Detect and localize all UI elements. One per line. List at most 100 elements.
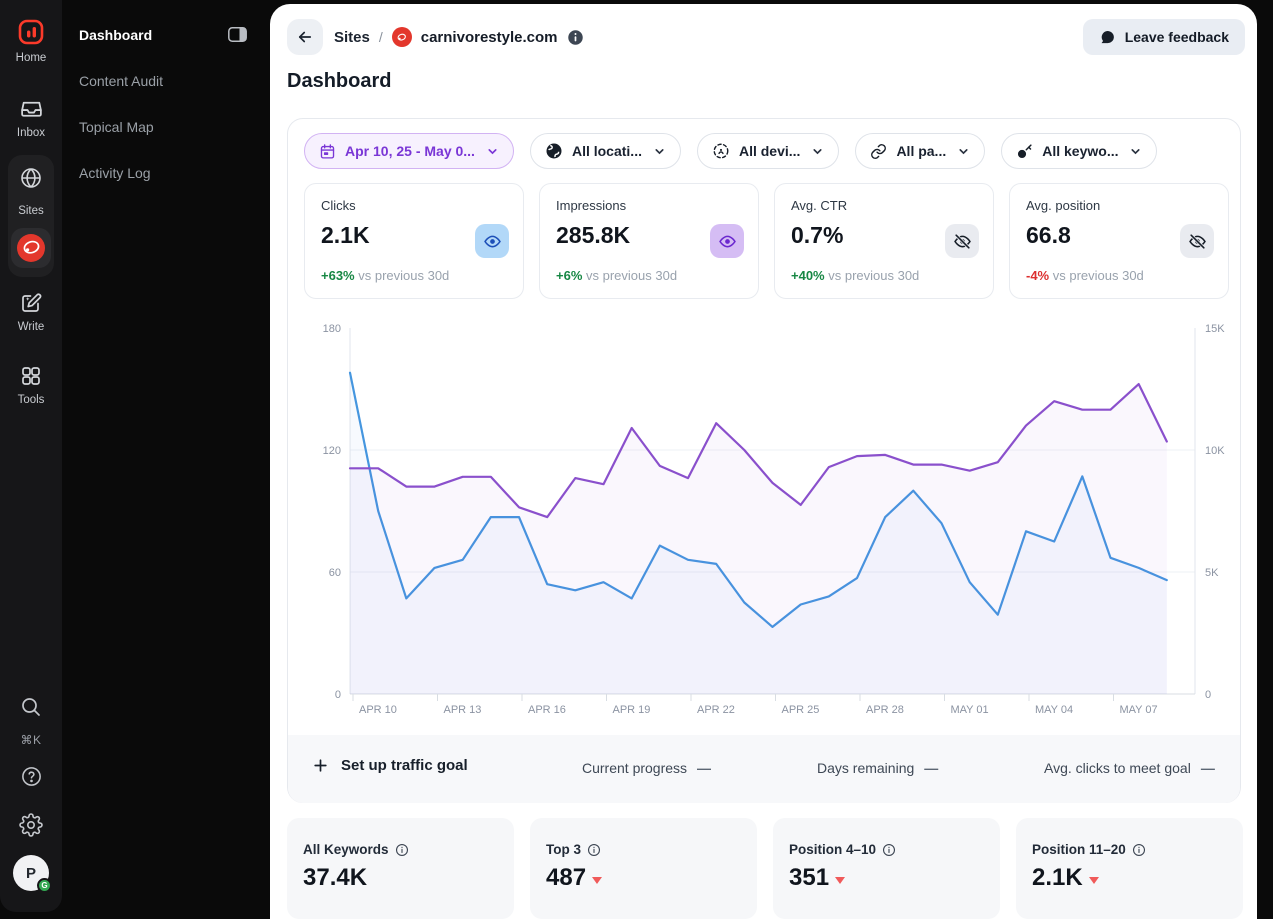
- breadcrumb-separator: /: [378, 29, 383, 45]
- svg-text:APR 22: APR 22: [697, 704, 735, 716]
- svg-text:15K: 15K: [1205, 323, 1225, 335]
- info-icon[interactable]: [567, 29, 584, 46]
- svg-text:APR 28: APR 28: [866, 704, 904, 716]
- arrow-left-icon: [298, 31, 312, 43]
- stat-card-avg-ctr: Avg. CTR 0.7% +40% vs previous 30d: [774, 183, 994, 299]
- site-favicon-icon: [391, 27, 412, 47]
- sidebar-item-inbox[interactable]: Inbox: [0, 96, 62, 139]
- gear-icon: [19, 813, 43, 837]
- svg-text:APR 16: APR 16: [528, 704, 566, 716]
- keyword-card-top3: Top 3 487: [530, 818, 757, 919]
- chat-bubble-icon: [1101, 30, 1114, 43]
- keyword-card-pos-4-10: Position 4–10 351: [773, 818, 1000, 919]
- rail-item-label: Inbox: [16, 127, 46, 139]
- svg-text:60: 60: [329, 567, 341, 579]
- devices-filter[interactable]: All devi...: [696, 133, 840, 169]
- sites-globe-icon[interactable]: [19, 166, 43, 190]
- keyword-card-label: Position 4–10: [789, 842, 896, 857]
- rail-item-label: Write: [17, 321, 45, 333]
- eye-off-icon: [953, 233, 971, 249]
- keyword-cards-row: All Keywords 37.4K Top 3 487 Position 4–…: [287, 818, 1243, 919]
- svg-text:MAY 01: MAY 01: [951, 704, 989, 716]
- trend-down-icon: [592, 876, 603, 884]
- link-icon: [871, 143, 887, 159]
- svg-text:APR 10: APR 10: [359, 704, 397, 716]
- help-icon: [20, 765, 43, 788]
- sidebar-item-dashboard[interactable]: Dashboard: [79, 27, 153, 43]
- calendar-icon: [320, 143, 335, 159]
- stat-delta: +40% vs previous 30d: [791, 268, 920, 283]
- chevron-down-icon: [959, 148, 968, 154]
- pages-filter[interactable]: All pa...: [855, 133, 986, 169]
- toggle-series-button[interactable]: [1180, 224, 1214, 258]
- site-favicon-steak-icon: [17, 234, 45, 262]
- traffic-chart: 0 60 120 180 0 5K 10K 15K APR 10 APR 13 APR 16 APR …: [304, 316, 1226, 718]
- toggle-series-button[interactable]: [475, 224, 509, 258]
- goal-avg-clicks: Avg. clicks to meet goal —: [1044, 760, 1215, 776]
- stat-value: 285.8K: [556, 222, 631, 248]
- svg-text:10K: 10K: [1205, 445, 1225, 457]
- collapse-sidebar-icon[interactable]: [228, 27, 247, 42]
- sidebar-item-topical-map[interactable]: Topical Map: [79, 119, 154, 135]
- svg-text:0: 0: [1205, 689, 1211, 701]
- sidebar-item-activity-log[interactable]: Activity Log: [79, 165, 151, 181]
- tools-grid-icon: [19, 364, 43, 388]
- info-outline-icon: [883, 843, 896, 856]
- eye-icon: [483, 235, 501, 247]
- back-button[interactable]: [287, 19, 323, 55]
- breadcrumb-sites-link[interactable]: Sites: [334, 28, 370, 46]
- user-avatar[interactable]: P G: [13, 855, 52, 893]
- goal-current-progress: Current progress —: [582, 760, 711, 776]
- stat-card-clicks: Clicks 2.1K +63% vs previous 30d: [304, 183, 524, 299]
- rail-item-label: Tools: [17, 394, 45, 406]
- filter-bar: Apr 10, 25 - May 0... All locati... All …: [304, 133, 1158, 169]
- svg-text:180: 180: [323, 323, 341, 335]
- locations-filter[interactable]: All locati...: [529, 133, 681, 169]
- sidebar-item-home[interactable]: Home: [0, 18, 62, 64]
- sidebar-item-write[interactable]: Write: [0, 291, 62, 333]
- help-button[interactable]: [0, 765, 62, 788]
- set-up-traffic-goal-button[interactable]: Set up traffic goal: [312, 757, 468, 774]
- plus-icon: [314, 759, 327, 772]
- icon-rail: Home Inbox Sites Write: [0, 0, 62, 912]
- sidebar-item-tools[interactable]: Tools: [0, 364, 62, 406]
- breadcrumb-site-name[interactable]: carnivorestyle.com: [420, 28, 558, 46]
- stat-value: 2.1K: [321, 222, 370, 248]
- active-site-tile[interactable]: [11, 228, 51, 268]
- dashboard-panel: Apr 10, 25 - May 0... All locati... All …: [287, 118, 1241, 803]
- key-icon: [1018, 143, 1032, 158]
- keyword-card-label: Position 11–20: [1032, 842, 1146, 857]
- goal-days-remaining: Days remaining —: [817, 760, 938, 776]
- keyword-card-value: 2.1K: [1032, 864, 1099, 892]
- eye-off-icon: [1188, 233, 1206, 249]
- stat-card-impressions: Impressions 285.8K +6% vs previous 30d: [539, 183, 759, 299]
- settings-button[interactable]: [0, 813, 62, 837]
- stats-row: Clicks 2.1K +63% vs previous 30d Impress…: [304, 183, 1229, 299]
- rail-item-label: Sites: [18, 205, 44, 217]
- main-content: Sites / carnivorestyle.com Leave feedbac…: [270, 4, 1257, 919]
- keyword-card-label: All Keywords: [303, 842, 409, 857]
- keyword-card-value: 351: [789, 864, 846, 892]
- keyword-card-value: 487: [546, 864, 603, 892]
- surfer-logo-icon: [17, 18, 45, 46]
- avatar-status-badge: G: [37, 878, 52, 893]
- stat-card-avg-position: Avg. position 66.8 -4% vs previous 30d: [1009, 183, 1229, 299]
- sites-group: Sites: [8, 155, 54, 277]
- search-button[interactable]: ⌘K: [0, 695, 62, 747]
- leave-feedback-button[interactable]: Leave feedback: [1082, 19, 1245, 55]
- toggle-series-button[interactable]: [945, 224, 979, 258]
- date-range-filter[interactable]: Apr 10, 25 - May 0...: [304, 133, 514, 169]
- stat-value: 66.8: [1026, 222, 1071, 248]
- keywords-filter[interactable]: All keywo...: [1001, 133, 1158, 169]
- info-outline-icon: [1132, 843, 1145, 856]
- trend-down-icon: [835, 876, 846, 884]
- stat-label: Impressions: [556, 198, 627, 213]
- keyword-card-value: 37.4K: [303, 864, 368, 891]
- toggle-series-button[interactable]: [710, 224, 744, 258]
- svg-text:5K: 5K: [1205, 567, 1219, 579]
- keyword-card-label: Top 3: [546, 842, 601, 857]
- chevron-down-icon: [655, 148, 664, 154]
- stat-label: Avg. CTR: [791, 198, 848, 213]
- sidebar-item-content-audit[interactable]: Content Audit: [79, 73, 164, 89]
